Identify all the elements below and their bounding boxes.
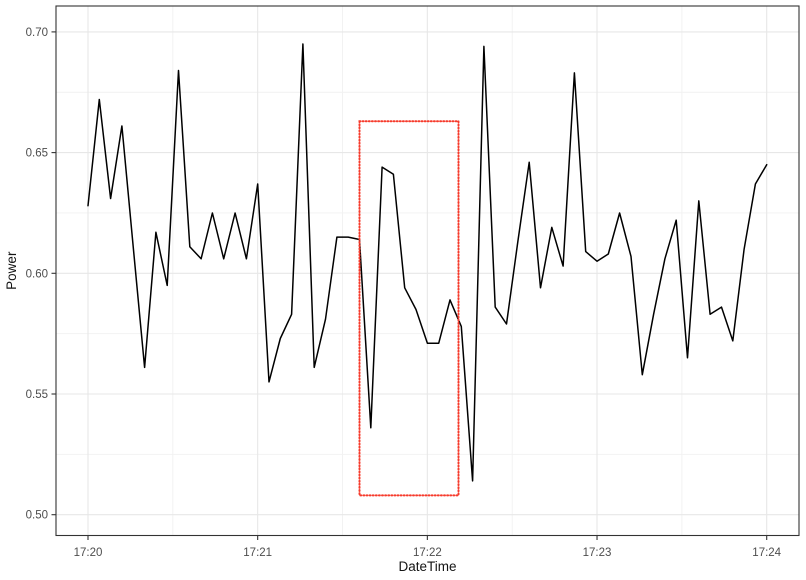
y-axis-tick-labels: 0.50 0.55 0.60 0.65 0.70 <box>26 27 48 522</box>
x-tick-label: 17:20 <box>74 547 103 559</box>
x-tick-label: 17:24 <box>752 547 781 559</box>
power-line <box>87 43 768 482</box>
highlight-rectangle <box>358 120 460 497</box>
y-tick-label: 0.60 <box>26 268 48 280</box>
grid-major-lines <box>56 6 799 536</box>
x-tick-label: 17:22 <box>413 547 442 559</box>
x-tick-label: 17:23 <box>583 547 612 559</box>
y-tick-label: 0.55 <box>26 389 48 401</box>
x-axis-title: DateTime <box>398 559 456 574</box>
axis-tick-marks <box>51 31 768 540</box>
x-tick-label: 17:21 <box>243 547 272 559</box>
y-tick-label: 0.65 <box>26 148 48 160</box>
power-series-line <box>87 43 768 482</box>
y-tick-label: 0.70 <box>26 27 48 39</box>
anomaly-highlight-box <box>358 120 460 497</box>
y-tick-label: 0.50 <box>26 510 48 522</box>
x-axis-tick-labels: 17:20 17:21 17:22 17:23 17:24 <box>74 547 782 559</box>
y-axis-title: Power <box>4 251 19 290</box>
